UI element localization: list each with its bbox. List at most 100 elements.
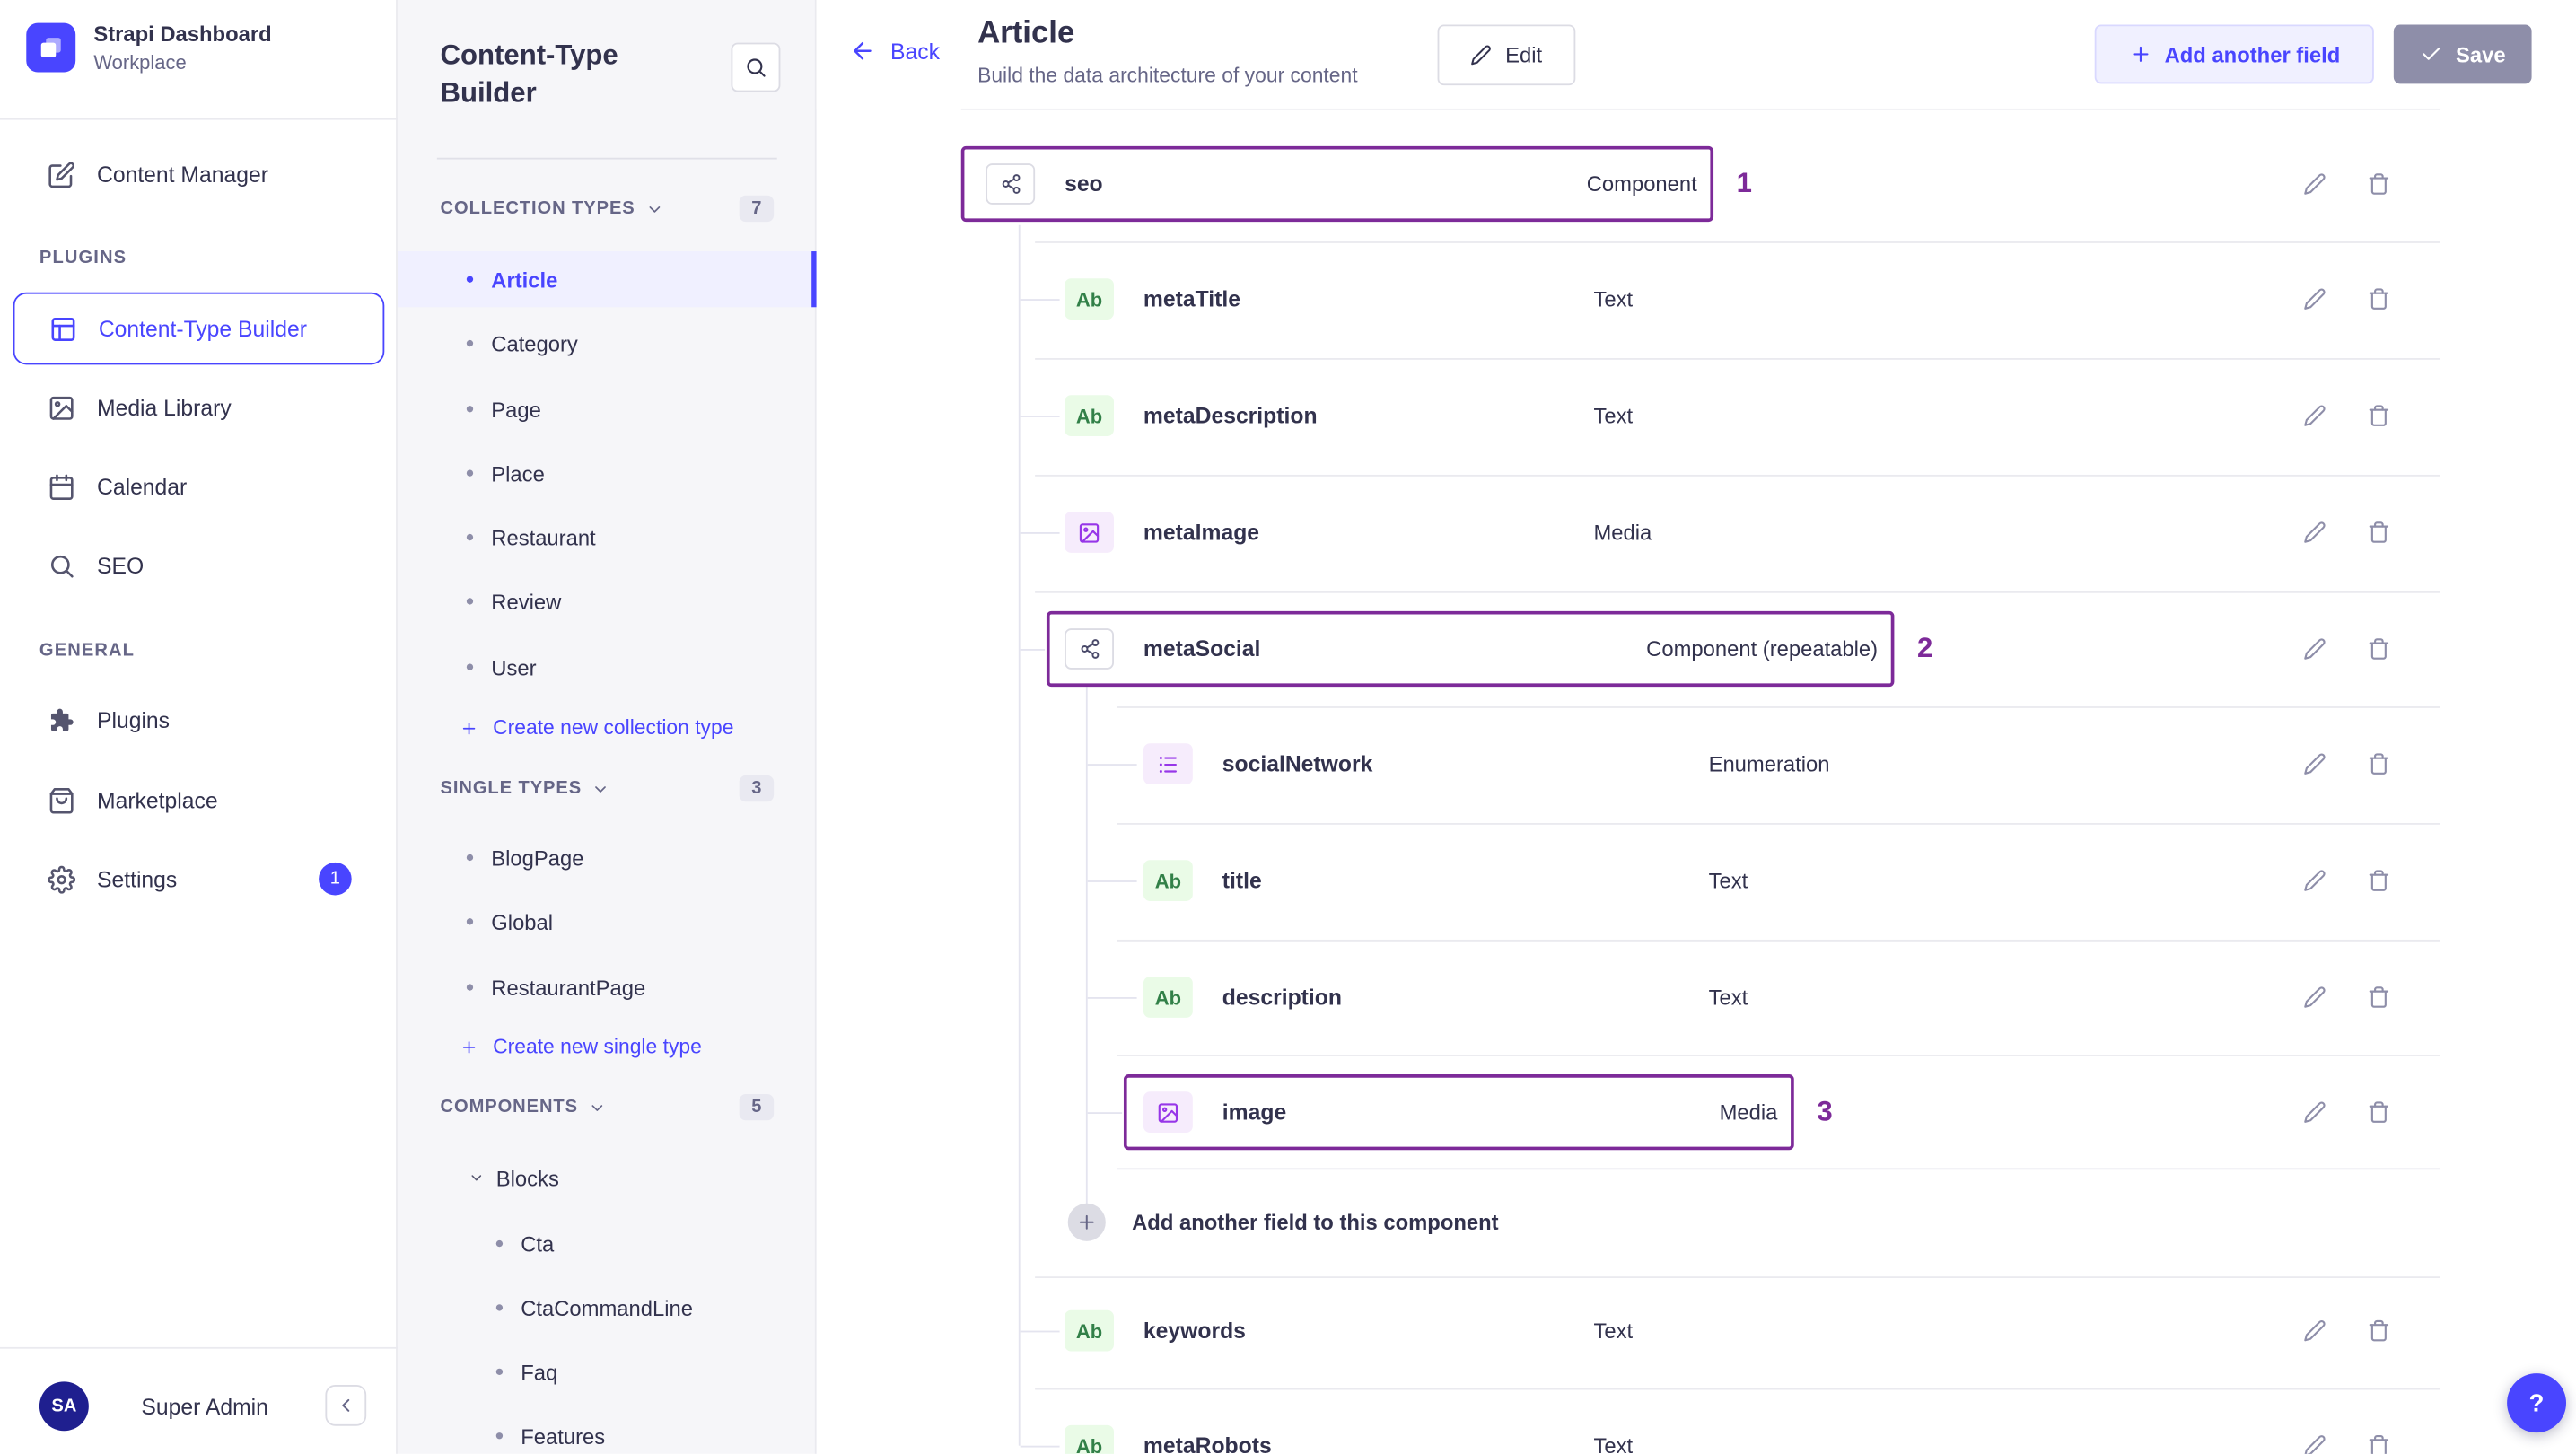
sidebar-item-seo[interactable]: SEO: [13, 536, 385, 595]
delete-field-button[interactable]: [2358, 394, 2401, 437]
type-item-label: Features: [521, 1423, 606, 1449]
component-category-blocks[interactable]: Blocks: [469, 1150, 559, 1205]
section-count-badge: 7: [739, 195, 775, 223]
edit-field-button[interactable]: [2293, 976, 2336, 1019]
field-row-socialNetwork: socialNetwork Enumeration: [961, 706, 2473, 821]
back-label: Back: [890, 39, 940, 64]
field-row-keywords: Ab keywords Text: [961, 1274, 2473, 1388]
edit-field-button[interactable]: [2293, 742, 2336, 785]
collection-types-section-header[interactable]: COLLECTION TYPES 7: [441, 195, 775, 223]
field-row-metaDescription: Ab metaDescription Text: [961, 358, 2473, 473]
type-item-category[interactable]: Category: [398, 315, 817, 371]
delete-field-button[interactable]: [2358, 1090, 2401, 1134]
tree-connector-elbow: [1087, 997, 1137, 999]
content-type-builder-panel: Content-Type Builder COLLECTION TYPES 7 Ar…: [397, 0, 817, 1454]
field-name: metaRobots: [1143, 1432, 1272, 1454]
page-title: Article: [977, 16, 1075, 51]
type-item-label: BlogPage: [491, 845, 584, 871]
type-item-place[interactable]: Place: [398, 445, 817, 501]
edit-field-button[interactable]: [2293, 277, 2336, 320]
edit-field-button[interactable]: [2293, 511, 2336, 554]
add-field-to-component-row[interactable]: Add another field to this component: [961, 1165, 2473, 1280]
add-another-field-button[interactable]: Add another field: [2094, 24, 2374, 84]
annotation-number: 3: [1817, 1095, 1833, 1127]
type-item-blogpage[interactable]: BlogPage: [398, 829, 817, 885]
edit-field-button[interactable]: [2293, 162, 2336, 206]
type-item-label: Global: [491, 909, 554, 934]
type-item-label: RestaurantPage: [491, 975, 646, 1000]
type-item-restaurant[interactable]: Restaurant: [398, 509, 817, 565]
sidebar-item-content-manager[interactable]: Content Manager: [13, 145, 385, 204]
link-create-new-collection-type[interactable]: Create new collection type: [460, 712, 733, 745]
save-button[interactable]: Save: [2393, 24, 2532, 84]
edit-field-button[interactable]: [2293, 394, 2336, 437]
type-item-article[interactable]: Article: [397, 251, 817, 308]
sidebar-item-media-library[interactable]: Media Library: [13, 378, 385, 437]
field-name: description: [1222, 985, 1342, 1010]
general-section-label: GENERAL: [39, 640, 136, 661]
components-section-header[interactable]: COMPONENTS 5: [440, 1094, 775, 1121]
sidebar-item-label: SEO: [96, 552, 145, 578]
type-item-user[interactable]: User: [398, 639, 817, 695]
type-item-faq[interactable]: Faq: [398, 1344, 817, 1399]
plugins-section-label: PLUGINS: [39, 248, 127, 268]
bullet-icon: [466, 918, 474, 925]
row-divider: [1117, 1168, 2440, 1170]
section-label: COMPONENTS: [440, 1097, 578, 1117]
type-item-label: Article: [491, 267, 558, 292]
sidebar-item-label: Content Manager: [96, 162, 268, 187]
row-divider: [1035, 1276, 2440, 1279]
field-row-seo: seo Component 1: [960, 127, 2473, 241]
back-link[interactable]: Back: [849, 38, 940, 64]
field-row-metaTitle: Ab metaTitle Text: [961, 241, 2473, 356]
single-types-section-header[interactable]: SINGLE TYPES 3: [441, 775, 775, 802]
edit-button[interactable]: Edit: [1437, 24, 1576, 86]
enumeration-field-icon: [1143, 743, 1193, 784]
edit-field-button[interactable]: [2293, 1309, 2336, 1353]
sidebar-item-plugins[interactable]: Plugins: [13, 690, 385, 749]
type-item-global[interactable]: Global: [398, 894, 817, 950]
field-row-description: Ab description Text: [961, 940, 2473, 1055]
field-name: metaTitle: [1143, 286, 1240, 311]
delete-field-button[interactable]: [2358, 511, 2401, 554]
field-name: keywords: [1143, 1318, 1246, 1344]
chevron-down-icon: [645, 199, 663, 217]
sidebar-item-settings[interactable]: Settings 1: [13, 849, 385, 908]
collapse-sidebar-button[interactable]: [325, 1384, 367, 1426]
type-item-review[interactable]: Review: [398, 574, 817, 629]
delete-field-button[interactable]: [2358, 162, 2401, 206]
delete-field-button[interactable]: [2358, 277, 2401, 320]
sidebar-item-content-type-builder[interactable]: Content-Type Builder: [13, 292, 385, 365]
plus-circle-icon[interactable]: [1067, 1203, 1106, 1241]
type-item-page[interactable]: Page: [398, 381, 817, 437]
edit-field-button[interactable]: [2293, 859, 2336, 902]
field-type: Component: [1586, 171, 1697, 197]
tree-connector-elbow: [1020, 532, 1060, 534]
field-type: Media: [1593, 520, 1652, 545]
sidebar-item-marketplace[interactable]: Marketplace: [13, 770, 385, 829]
link-create-new-single-type[interactable]: Create new single type: [460, 1030, 702, 1064]
sidebar-item-calendar[interactable]: Calendar: [13, 457, 385, 516]
edit-field-button[interactable]: [2293, 627, 2336, 670]
type-item-features[interactable]: Features: [398, 1408, 817, 1454]
delete-field-button[interactable]: [2358, 627, 2401, 670]
page-subtitle: Build the data architecture of your cont…: [977, 64, 1358, 88]
delete-field-button[interactable]: [2358, 1309, 2401, 1353]
search-button[interactable]: [731, 42, 781, 92]
type-item-ctacommandline[interactable]: CtaCommandLine: [398, 1280, 817, 1336]
edit-field-button[interactable]: [2293, 1090, 2336, 1134]
bullet-icon: [495, 1368, 504, 1376]
delete-field-button[interactable]: [2358, 976, 2401, 1019]
help-button[interactable]: ?: [2507, 1373, 2567, 1433]
delete-field-button[interactable]: [2358, 1424, 2401, 1454]
text-field-icon: Ab: [1143, 860, 1193, 901]
field-type: Enumeration: [1708, 751, 1830, 776]
delete-field-button[interactable]: [2358, 742, 2401, 785]
delete-field-button[interactable]: [2358, 859, 2401, 902]
type-item-label: Category: [491, 330, 578, 356]
type-item-restaurantpage[interactable]: RestaurantPage: [398, 959, 817, 1015]
type-item-cta[interactable]: Cta: [398, 1215, 817, 1271]
add-field-label: Add another field: [2164, 41, 2341, 67]
edit-field-button[interactable]: [2293, 1424, 2336, 1454]
